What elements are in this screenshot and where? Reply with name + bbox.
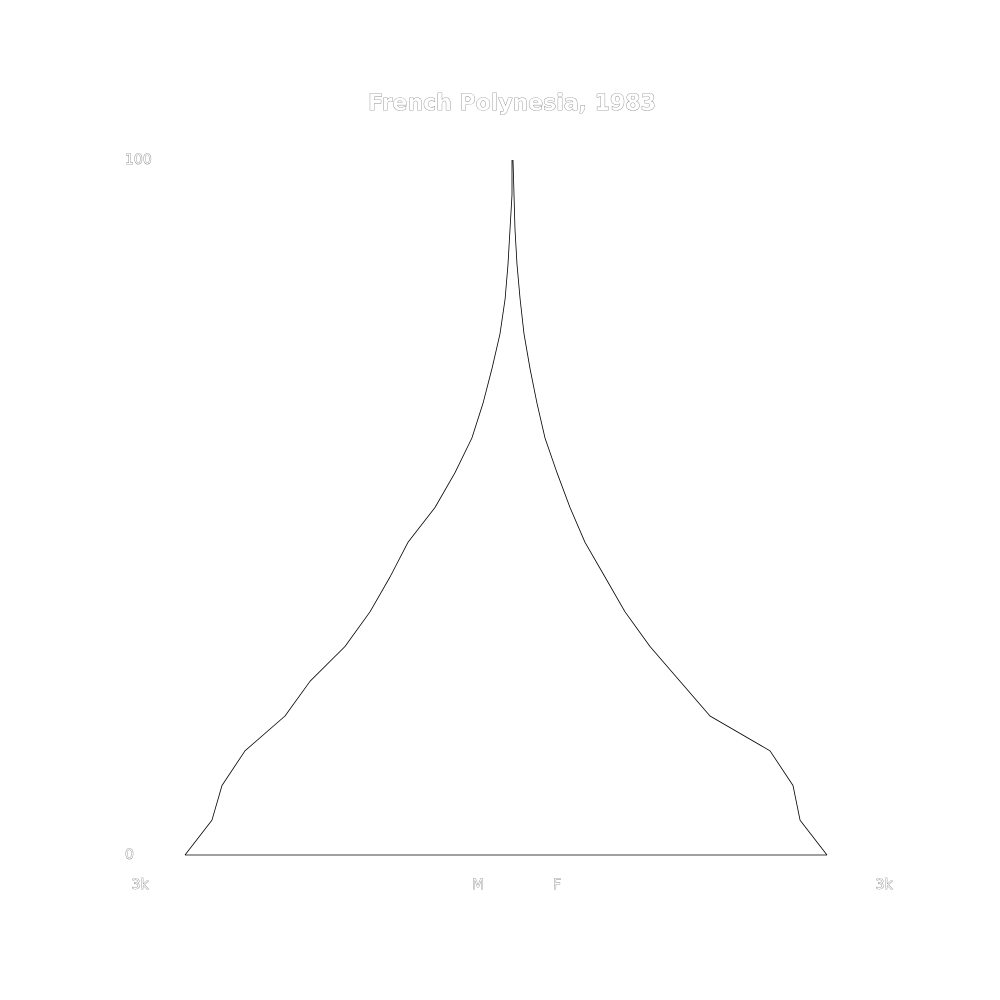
series-label: M <box>472 877 484 893</box>
x-tick-label: 3k <box>131 877 149 893</box>
population-line <box>184 160 513 856</box>
x-tick-label: 3k <box>875 877 893 893</box>
y-tick-label: 100 <box>125 152 152 168</box>
series-label: F <box>553 877 561 893</box>
population-line <box>512 159 828 856</box>
y-tick-label: 0 <box>125 847 134 863</box>
chart-title: French Polynesia, 1983 <box>368 91 656 116</box>
